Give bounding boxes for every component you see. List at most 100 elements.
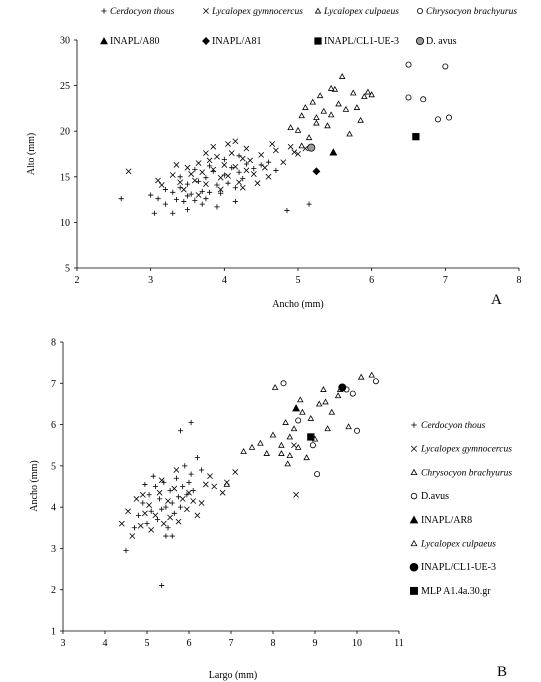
data-point (236, 169, 242, 175)
data-point (158, 477, 165, 484)
legend-label: MLP A1.4a.30.gr (421, 586, 491, 597)
data-point (334, 392, 342, 399)
data-point (357, 116, 364, 123)
data-point (434, 116, 441, 123)
y-tick-label: 4 (51, 503, 56, 514)
data-point (148, 508, 154, 514)
data-point (186, 489, 192, 496)
data-point (232, 469, 239, 475)
data-point (232, 198, 238, 205)
y-tick-label: 2 (51, 585, 56, 596)
data-point (179, 496, 186, 502)
data-point (180, 186, 187, 193)
data-point (142, 481, 148, 488)
data-point (182, 463, 188, 469)
x-tick-label: 8 (271, 638, 276, 649)
data-point (298, 112, 305, 119)
data-point (265, 173, 272, 180)
data-point (140, 500, 146, 506)
data-point (284, 460, 291, 467)
data-point (210, 166, 217, 173)
data-point (170, 210, 176, 216)
data-point (162, 186, 168, 193)
data-point (210, 143, 217, 150)
data-point (129, 533, 136, 539)
data-point (338, 383, 347, 392)
data-point (167, 514, 173, 521)
data-point (178, 428, 184, 434)
panel-a-chart: Cerdocyon thous Lycalopex gymnocercus Lyca… (26, 7, 522, 310)
data-point (188, 419, 194, 426)
data-point (316, 92, 324, 99)
data-point (345, 423, 352, 430)
data-point (312, 167, 321, 176)
legend-label: INAPL/CL1-UE-3 (324, 36, 399, 47)
data-point (324, 122, 331, 129)
panel-b-points (118, 371, 379, 589)
data-point (302, 104, 309, 110)
data-point (263, 450, 270, 456)
data-point (217, 186, 224, 193)
data-point (225, 180, 231, 186)
data-point (361, 93, 368, 100)
data-point (297, 396, 304, 403)
data-point (239, 184, 246, 191)
data-point (313, 114, 320, 120)
data-point (199, 169, 206, 176)
data-point (165, 498, 171, 504)
data-point (295, 417, 302, 424)
data-point (320, 386, 327, 392)
panel-b-xlabel: Largo (mm) (209, 670, 257, 681)
data-point (199, 467, 205, 473)
y-tick-label: 30 (60, 36, 70, 47)
data-point (254, 180, 261, 187)
data-point (177, 179, 184, 186)
data-point (446, 114, 453, 121)
y-tick-label: 10 (60, 218, 70, 229)
x-tick-label: 5 (296, 275, 301, 286)
data-point (219, 489, 226, 496)
data-point (207, 189, 213, 195)
data-point (156, 489, 163, 496)
legend-marker (101, 8, 107, 14)
legend-label: Chrysocyon brachyurus (426, 7, 517, 17)
legend-marker (410, 586, 418, 595)
data-point (142, 510, 148, 517)
legend-marker (410, 539, 418, 547)
data-point (261, 164, 268, 171)
panel-a-ticks: 2 3 4 5 6 7 8 5 10 15 20 25 30 (60, 36, 522, 287)
data-point (148, 526, 155, 533)
data-point (207, 163, 213, 169)
legend-marker (410, 468, 418, 476)
data-point (214, 182, 220, 188)
data-point (223, 481, 231, 487)
data-point (309, 442, 316, 449)
x-tick-label: 3 (61, 638, 66, 649)
data-point (291, 442, 297, 449)
data-point (293, 491, 299, 498)
panel-a-legend: Cerdocyon thous Lycalopex gymnocercus Lyca… (100, 7, 517, 47)
data-point (133, 496, 140, 502)
data-point (203, 196, 209, 202)
data-point (309, 98, 317, 105)
data-point (243, 167, 250, 174)
data-point (286, 452, 294, 459)
data-point (186, 479, 192, 485)
legend-marker (100, 37, 108, 45)
data-point (177, 174, 183, 180)
data-point (173, 475, 179, 481)
data-point (137, 522, 144, 529)
data-point (280, 380, 287, 387)
data-point (206, 157, 213, 164)
data-point (163, 504, 169, 510)
data-point (184, 506, 190, 513)
data-point (144, 521, 150, 527)
data-point (349, 390, 356, 397)
data-point (180, 483, 186, 490)
data-point (198, 500, 205, 506)
data-point (294, 443, 302, 450)
data-point (148, 192, 154, 198)
data-point (229, 165, 235, 171)
data-point (169, 172, 176, 178)
